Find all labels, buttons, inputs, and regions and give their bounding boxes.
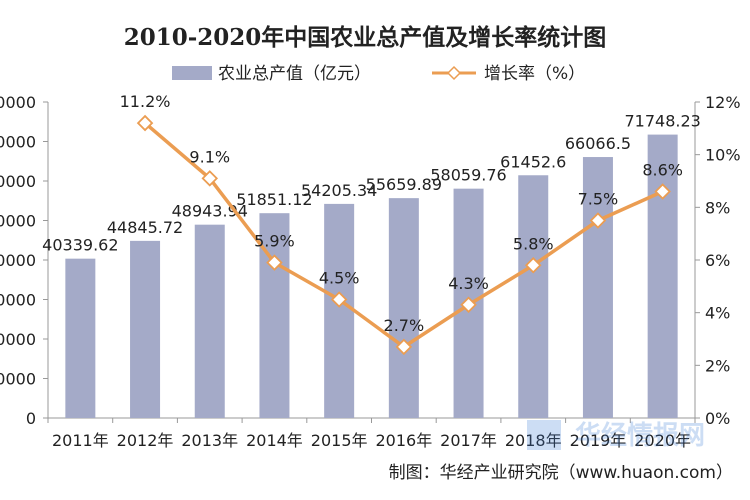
x-tick-label: 2015年 xyxy=(311,431,368,450)
bar xyxy=(130,240,161,418)
watermark-logo-icon xyxy=(527,420,561,450)
left-tick-label: 0000 xyxy=(0,291,36,310)
bar-value-label: 40339.62 xyxy=(42,236,118,255)
source-note: 制图：华经产业研究院（www.huaon.com） xyxy=(389,463,733,483)
bar xyxy=(582,157,613,418)
x-tick-label: 2013年 xyxy=(181,431,238,450)
growth-marker xyxy=(589,212,607,229)
bar-value-label: 61452.6 xyxy=(500,152,566,171)
bar xyxy=(194,224,225,418)
x-tick-label: 2016年 xyxy=(375,431,432,450)
growth-marker xyxy=(330,291,348,308)
left-tick-label: 0 xyxy=(26,409,36,428)
growth-marker xyxy=(460,296,477,314)
growth-value-label: 5.8% xyxy=(513,234,554,253)
left-tick-label: 0000 xyxy=(0,212,36,231)
x-tick-label: 2020年 xyxy=(634,431,691,450)
growth-value-label: 9.1% xyxy=(189,147,230,166)
growth-line-series xyxy=(136,114,671,356)
growth-value-label: 8.6% xyxy=(642,161,683,180)
left-tick-label: 0000 xyxy=(0,172,36,191)
growth-marker xyxy=(654,183,671,200)
growth-value-label: 7.5% xyxy=(578,190,619,209)
legend-line-label: 增长率（%） xyxy=(484,64,585,84)
growth-marker xyxy=(201,170,219,187)
growth-labels: 11.2% 9.1% 5.9% 4.5% 2.7% 4.3% 5.8% 7.5% 8.6% xyxy=(120,92,683,335)
right-tick-label: 0% xyxy=(705,409,730,428)
growth-value-label: 4.3% xyxy=(448,274,489,293)
right-tick-label: 12% xyxy=(705,93,741,112)
legend-bar-label: 农业总产值（亿元） xyxy=(218,64,371,84)
bar xyxy=(647,134,678,419)
left-tick-label: 0000 xyxy=(0,370,36,389)
right-tick-label: 10% xyxy=(705,146,741,165)
x-tick-label: 2011年 xyxy=(52,431,109,450)
right-tick-label: 6% xyxy=(705,251,730,270)
x-tick-label: 2014年 xyxy=(246,431,303,450)
bar-value-label: 44845.72 xyxy=(107,218,183,237)
right-tick-label: 2% xyxy=(705,356,730,375)
left-tick-label: 0000 xyxy=(0,330,36,349)
bar-value-label: 55659.89 xyxy=(366,175,442,194)
left-tick-label: 0000 xyxy=(0,251,36,270)
growth-marker xyxy=(266,254,283,271)
growth-marker xyxy=(136,114,154,132)
bar-value-label: 66066.5 xyxy=(565,134,631,153)
bar xyxy=(388,198,419,418)
right-tick-label: 8% xyxy=(705,198,730,217)
legend: 农业总产值（亿元） 增长率（%） xyxy=(172,64,585,84)
bar xyxy=(518,175,549,418)
watermark-text: 华经情报网 xyxy=(575,420,705,451)
x-tick-label: 2019年 xyxy=(570,431,627,450)
bar-series xyxy=(65,134,678,419)
bar-value-label: 58059.76 xyxy=(430,166,506,185)
bar-value-label: 71748.23 xyxy=(624,112,700,131)
bar-value-label: 54205.34 xyxy=(301,181,377,200)
growth-value-label: 2.7% xyxy=(384,316,425,335)
bar-value-label: 51851.12 xyxy=(236,190,312,209)
axes: 0000000000000000000000000000000000%2%4%6… xyxy=(0,93,741,450)
bar-value-label: 48943.94 xyxy=(172,202,248,221)
growth-value-label: 5.9% xyxy=(254,232,295,251)
x-tick-label: 2018年 xyxy=(505,431,562,450)
bar xyxy=(324,203,355,418)
legend-line-marker xyxy=(446,65,462,81)
x-tick-label: 2012年 xyxy=(117,431,174,450)
bar xyxy=(65,258,96,418)
watermark: 华经情报网 xyxy=(527,420,705,451)
bar-labels: 40339.6244845.7248943.9451851.1254205.34… xyxy=(42,112,701,255)
legend-bar-swatch xyxy=(172,66,212,80)
growth-value-label: 11.2% xyxy=(120,92,171,111)
growth-marker xyxy=(524,256,542,274)
right-tick-label: 4% xyxy=(705,304,730,323)
left-tick-label: 0000 xyxy=(0,133,36,152)
chart-title: 2010-2020年中国农业总产值及增长率统计图 xyxy=(124,24,607,51)
x-tick-label: 2017年 xyxy=(440,431,497,450)
left-tick-label: 0000 xyxy=(0,93,36,112)
growth-marker xyxy=(395,338,413,356)
growth-value-label: 4.5% xyxy=(319,269,360,288)
